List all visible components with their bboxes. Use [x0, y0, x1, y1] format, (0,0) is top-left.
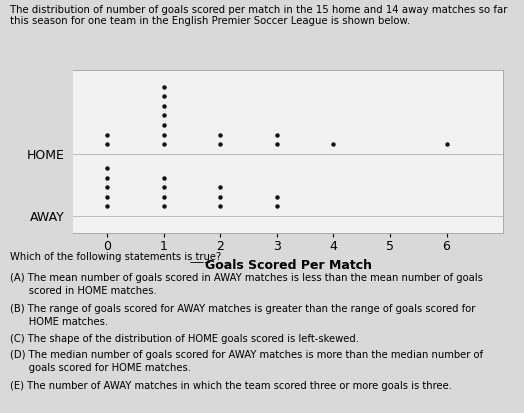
Text: scored in HOME matches.: scored in HOME matches.: [10, 286, 157, 296]
Text: goals scored for HOME matches.: goals scored for HOME matches.: [10, 363, 191, 373]
Text: (A) The mean number of goals scored in AWAY matches is less than the mean number: (A) The mean number of goals scored in A…: [10, 273, 483, 283]
Text: (E) The number of AWAY matches in which the team scored three or more goals is t: (E) The number of AWAY matches in which …: [10, 381, 453, 391]
Text: The distribution of number of goals scored per match in the 15 home and 14 away : The distribution of number of goals scor…: [10, 5, 508, 15]
Text: this season for one team in the English Premier Soccer League is shown below.: this season for one team in the English …: [10, 16, 411, 26]
Text: Which of the following statements is ̲t̲r̲u̲e?: Which of the following statements is ̲t̲…: [10, 251, 222, 261]
Text: (C) The shape of the distribution of HOME goals scored is left-skewed.: (C) The shape of the distribution of HOM…: [10, 334, 359, 344]
Text: (D) The median number of goals scored for AWAY matches is more than the median n: (D) The median number of goals scored fo…: [10, 350, 484, 360]
Text: (B) The range of goals scored for AWAY matches is greater than the range of goal: (B) The range of goals scored for AWAY m…: [10, 304, 476, 314]
X-axis label: Goals Scored Per Match: Goals Scored Per Match: [205, 259, 372, 272]
Text: HOME matches.: HOME matches.: [10, 317, 108, 327]
